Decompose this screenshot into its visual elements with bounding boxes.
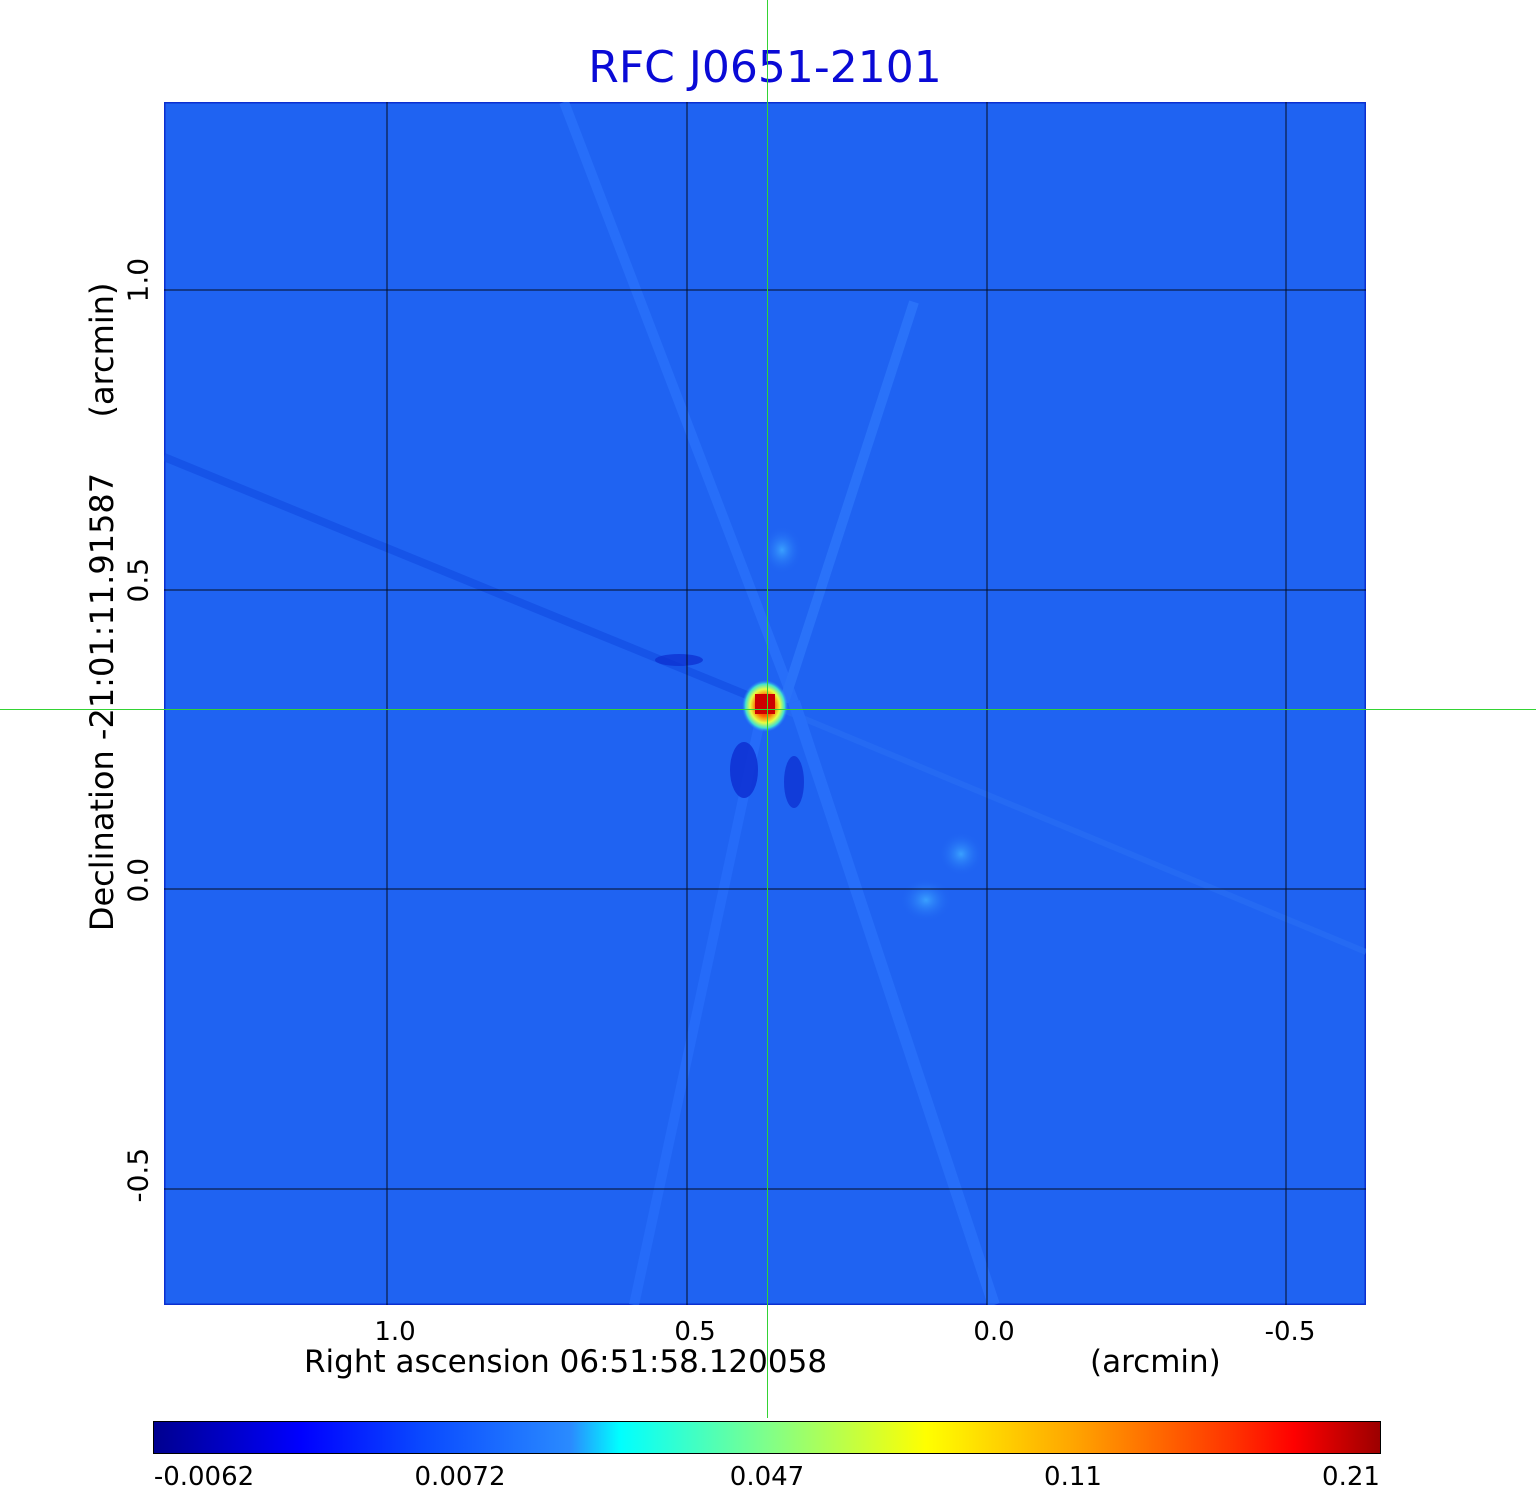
source-peak xyxy=(755,694,775,714)
y-axis-label: Declination -21:01:11.91587 xyxy=(83,473,121,931)
dark-artifact xyxy=(730,742,758,798)
y-tick-label: 0.5 xyxy=(121,557,155,603)
y-tick-label: 1.0 xyxy=(121,257,155,303)
colorbar-tick-label: 0.047 xyxy=(729,1462,805,1492)
y-axis-unit: (arcmin) xyxy=(83,282,121,418)
secondary-blob xyxy=(939,832,983,876)
image-title: RFC J0651-2101 xyxy=(588,42,942,93)
x-tick-label: -0.5 xyxy=(1264,1317,1316,1347)
jet-blob xyxy=(762,526,802,574)
x-tick-label: 0.5 xyxy=(674,1317,716,1347)
sky-image xyxy=(164,102,1366,1305)
dark-artifact xyxy=(784,756,804,808)
y-tick-label: -0.5 xyxy=(121,1147,155,1203)
y-tick-label: 0.0 xyxy=(121,857,155,903)
coordinate-grid xyxy=(164,102,1366,1305)
colorbar-tick-label: -0.0062 xyxy=(153,1462,255,1492)
crosshair-vertical xyxy=(767,0,768,1418)
colorbar-tick-label: 0.0072 xyxy=(414,1462,506,1492)
x-tick-label: 1.0 xyxy=(374,1317,416,1347)
x-axis-unit: (arcmin) xyxy=(1090,1344,1221,1380)
dark-artifact xyxy=(655,654,703,666)
sidelobe-streaks xyxy=(164,102,1366,1305)
colorbar-tick-label: 0.21 xyxy=(1322,1462,1380,1492)
x-axis-title: Right ascension 06:51:58.120058 xyxy=(304,1344,828,1380)
y-axis-title: Declination -21:01:11.91587 xyxy=(83,472,121,932)
colorbar xyxy=(153,1421,1381,1454)
x-tick-label: 0.0 xyxy=(973,1317,1015,1347)
colorbar-tick-label: 0.11 xyxy=(1044,1462,1102,1492)
secondary-blob xyxy=(900,878,952,922)
crosshair-horizontal xyxy=(0,709,1536,710)
